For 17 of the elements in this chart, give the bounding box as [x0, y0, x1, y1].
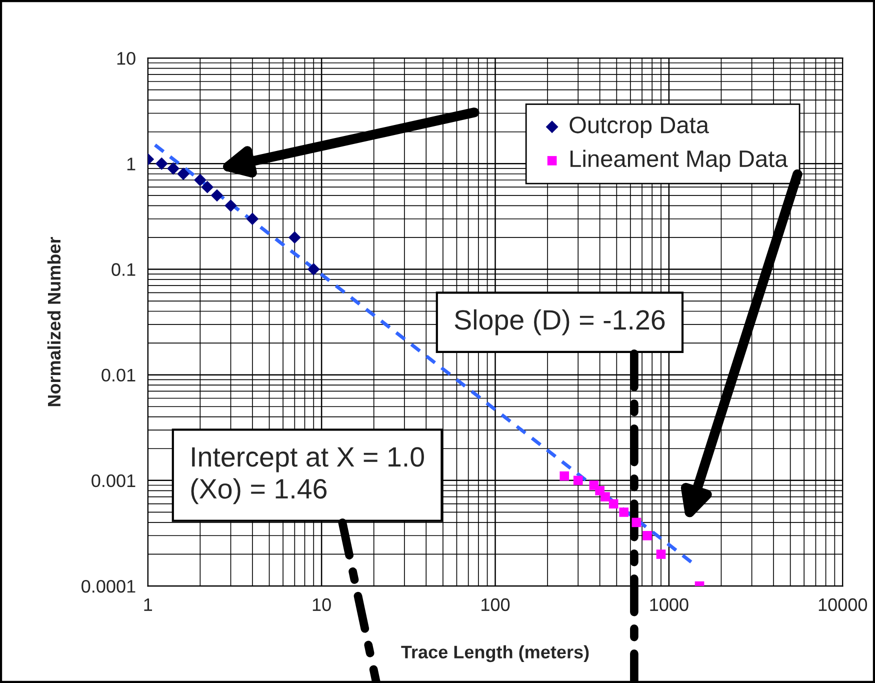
- x-axis-title: Trace Length (meters): [401, 645, 589, 662]
- y-tick-label: 0.001: [92, 474, 136, 488]
- y-tick-label: 0.1: [112, 263, 136, 276]
- legend-label: Lineament Map Data: [570, 150, 788, 172]
- x-tick-label: 10: [312, 598, 331, 612]
- x-tick-label: 1000: [650, 598, 688, 612]
- y-tick-label: 0.0001: [82, 580, 136, 593]
- y-tick-label: 1: [127, 158, 136, 170]
- x-tick-label: 100: [482, 598, 510, 612]
- annotation: Intercept at X = 1.0 (Xo) = 1.46: [191, 447, 424, 504]
- y-tick-label: 0.01: [102, 368, 136, 382]
- y-tick-label: 10: [117, 52, 136, 65]
- x-tick-label: 10000: [818, 598, 868, 612]
- annotation: Slope (D) = -1.26: [454, 309, 665, 336]
- legend-label: Outcrop Data: [570, 116, 709, 138]
- x-tick-label: 1: [144, 598, 152, 611]
- y-axis-title: Normalized Number: [47, 237, 61, 406]
